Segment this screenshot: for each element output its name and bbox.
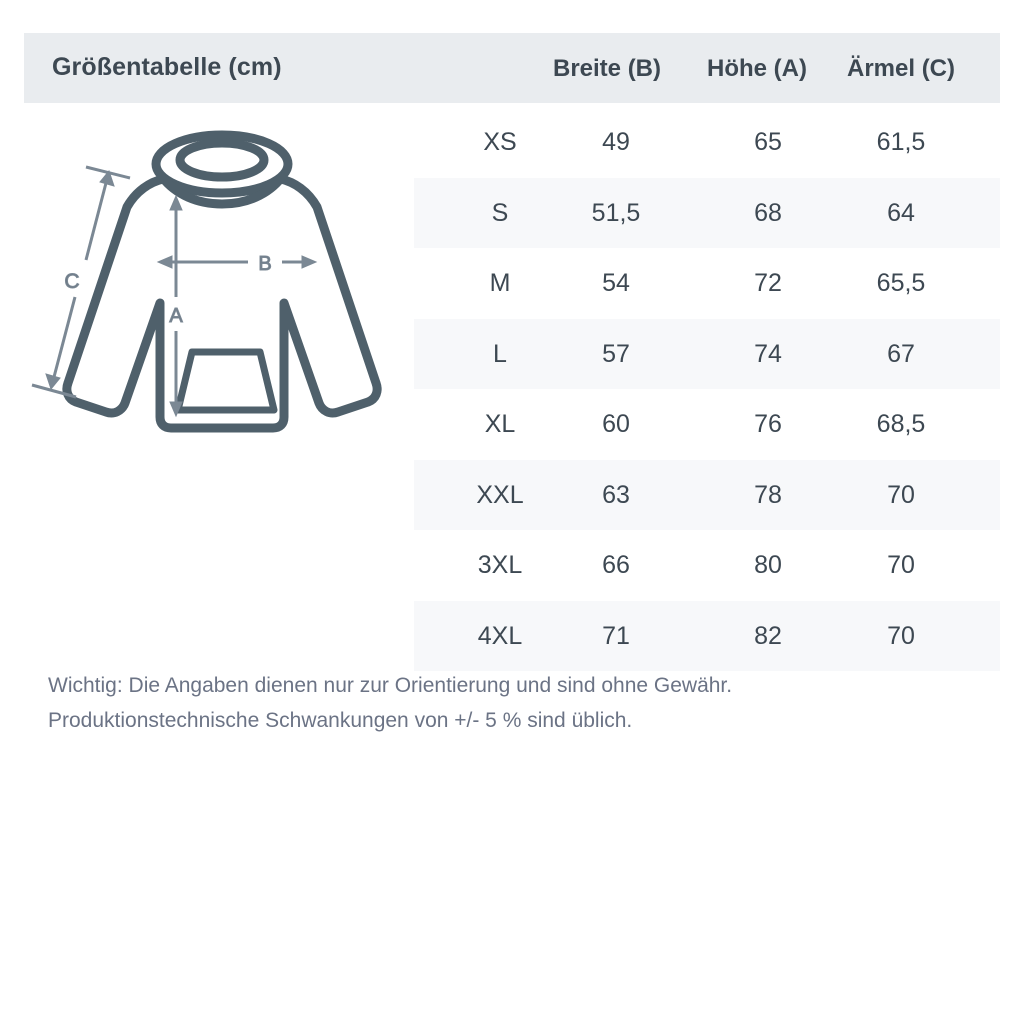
aermel-cell: 70 <box>887 551 915 579</box>
footnote-line-2: Produktionstechnische Schwankungen von +… <box>48 709 633 732</box>
footnote-line-1: Die Angaben dienen nur zur Orientierung … <box>122 674 733 697</box>
table-row: XXL 63 78 70 <box>414 459 1000 530</box>
breite-cell: 57 <box>602 339 630 368</box>
dimension-label-b: B <box>258 253 271 275</box>
aermel-cell: 61,5 <box>876 128 926 156</box>
dimension-label-a: A <box>169 305 183 327</box>
size-cell: M <box>489 269 511 297</box>
footnote-label: Wichtig: <box>48 674 123 697</box>
aermel-cell: 70 <box>887 621 915 650</box>
dimension-height-a: A <box>169 194 184 418</box>
dimension-markers: B A <box>31 165 318 418</box>
size-cell: XXL <box>476 480 524 509</box>
aermel-cell: 65,5 <box>876 269 926 297</box>
table-row: XL 60 76 68,5 <box>414 389 1000 460</box>
breite-cell: 51,5 <box>591 198 641 227</box>
hoehe-cell: 68 <box>754 198 782 227</box>
size-cell: XS <box>483 128 517 156</box>
hoehe-cell: 80 <box>754 551 782 579</box>
page-title: Größentabelle (cm) <box>52 53 282 81</box>
dimension-width-b: B <box>156 253 318 276</box>
column-header-hoehe: Höhe (A) <box>707 55 807 82</box>
size-cell: XL <box>484 410 516 438</box>
size-cell: 4XL <box>477 621 523 650</box>
table-row: L 57 74 67 <box>414 318 1000 389</box>
size-cell: 3XL <box>477 551 523 579</box>
aermel-cell: 64 <box>887 198 915 227</box>
table-row: 3XL 66 80 70 <box>414 530 1000 601</box>
hoehe-cell: 78 <box>754 480 782 509</box>
hoehe-cell: 82 <box>754 621 782 650</box>
aermel-cell: 70 <box>887 480 915 509</box>
breite-cell: 60 <box>602 410 630 438</box>
size-cell: L <box>493 339 507 368</box>
hoehe-cell: 74 <box>754 339 782 368</box>
hoodie-outline-icon <box>62 130 382 433</box>
hoehe-cell: 65 <box>754 128 782 156</box>
footnote: Wichtig: Die Angaben dienen nur zur Orie… <box>48 668 988 738</box>
breite-cell: 49 <box>602 128 630 156</box>
breite-cell: 63 <box>602 480 630 509</box>
column-header-breite: Breite (B) <box>552 55 662 82</box>
size-cell: S <box>491 198 509 227</box>
aermel-cell: 67 <box>887 339 915 368</box>
breite-cell: 71 <box>602 621 630 650</box>
table-row: XS 49 65 61,5 <box>414 107 1000 178</box>
aermel-cell: 68,5 <box>876 410 926 438</box>
hoodie-diagram: B A <box>30 125 410 455</box>
table-header-band <box>24 33 1000 103</box>
breite-cell: 66 <box>602 551 630 579</box>
table-row: 4XL 71 82 70 <box>414 600 1000 671</box>
dimension-sleeve-c: C <box>31 165 131 399</box>
column-header-aermel: Ärmel (C) <box>846 55 956 82</box>
hoehe-cell: 76 <box>754 410 782 438</box>
size-table-body: XS 49 65 61,5 S 51,5 68 64 M 54 72 65,5 L 57 74 67 XL 60 7… <box>414 107 1000 671</box>
hoehe-cell: 72 <box>754 269 782 297</box>
table-row: S 51,5 68 64 <box>414 177 1000 248</box>
dimension-label-c: C <box>64 270 79 293</box>
breite-cell: 54 <box>602 269 630 297</box>
table-row: M 54 72 65,5 <box>414 248 1000 319</box>
